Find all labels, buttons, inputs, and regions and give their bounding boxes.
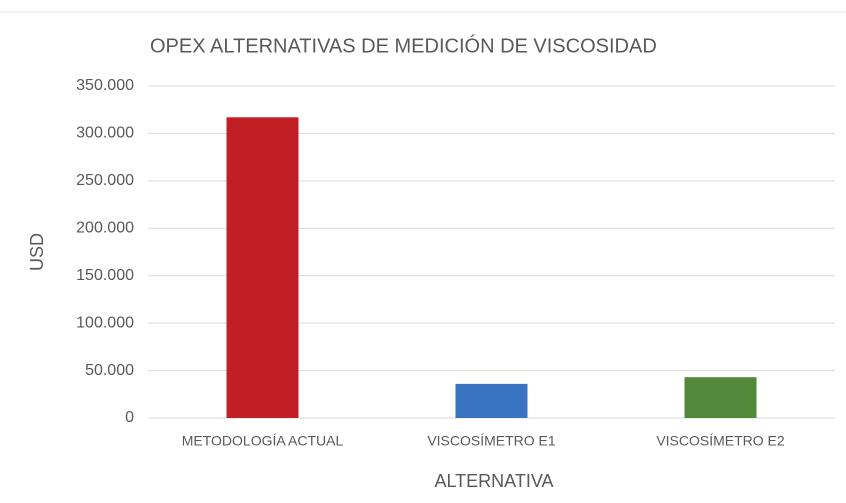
y-axis-label: USD <box>27 233 47 271</box>
y-tick-label: 50.000 <box>85 362 134 379</box>
bar <box>226 117 299 418</box>
bar <box>455 383 528 418</box>
y-tick-label: 200.000 <box>76 220 134 237</box>
x-tick-label: VISCOSÍMETRO E1 <box>427 433 556 449</box>
x-tick-label: METODOLOGÍA ACTUAL <box>182 433 344 449</box>
chart-title: OPEX ALTERNATIVAS DE MEDICIÓN DE VISCOSI… <box>150 34 657 57</box>
y-tick-label: 250.000 <box>76 172 134 189</box>
bar <box>684 377 757 418</box>
y-tick-label: 350.000 <box>76 77 134 94</box>
y-tick-label: 300.000 <box>76 125 134 142</box>
x-axis-label: ALTERNATIVA <box>434 471 553 491</box>
y-tick-label: 0 <box>125 409 134 426</box>
y-tick-label: 150.000 <box>76 267 134 284</box>
x-tick-label: VISCOSÍMETRO E2 <box>656 433 785 449</box>
y-tick-label: 100.000 <box>76 314 134 331</box>
